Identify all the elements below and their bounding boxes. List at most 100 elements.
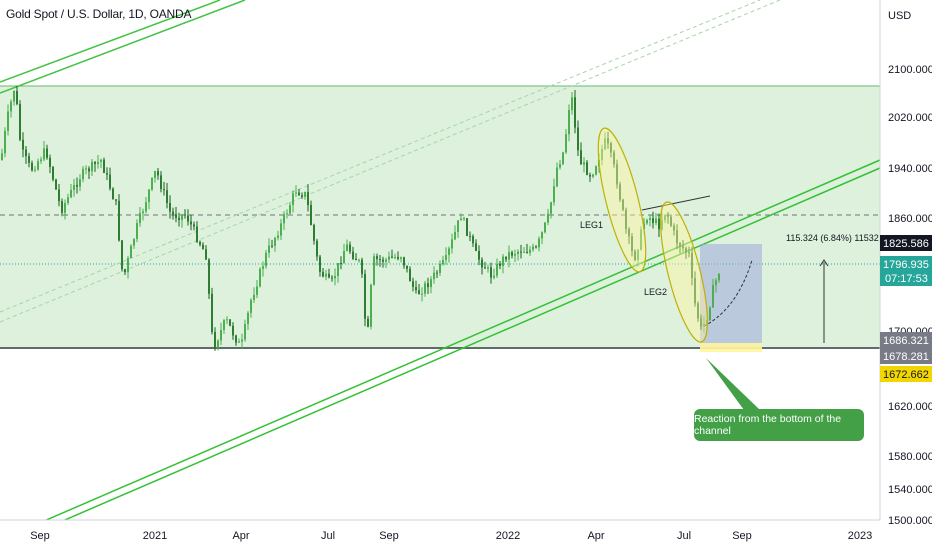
candle-body <box>352 251 354 259</box>
faint-channel-1 <box>0 0 761 313</box>
candle-body <box>169 202 171 212</box>
candle-body <box>469 235 471 237</box>
candle-body <box>73 184 75 190</box>
candle-body <box>655 218 657 224</box>
candle-body <box>715 280 717 286</box>
y-tick-label: 1620.000 <box>888 401 932 413</box>
candle-body <box>220 329 222 341</box>
candle-body <box>661 220 663 230</box>
candle-body <box>589 174 591 177</box>
candle-body <box>328 273 330 278</box>
candle-body <box>460 218 462 221</box>
candle-body <box>385 259 387 262</box>
candles <box>1 85 720 351</box>
svg-text:1686.321: 1686.321 <box>883 335 929 347</box>
candle-body <box>127 258 129 273</box>
candle-body <box>313 224 315 241</box>
candle-body <box>658 218 660 230</box>
candle-body <box>298 192 300 196</box>
candle-body <box>61 201 63 213</box>
upper-channel-line-2 <box>0 0 221 83</box>
candle-body <box>604 138 606 150</box>
candle-body <box>208 259 210 294</box>
candle-body <box>241 339 243 342</box>
candle-body <box>112 188 114 200</box>
candle-body <box>466 218 468 236</box>
candle-body <box>475 243 477 251</box>
candle-body <box>394 256 396 258</box>
candle-body <box>190 221 192 225</box>
candle-body <box>172 211 174 215</box>
x-ticks: Sep 2021 Apr Jul Sep 2022 Apr Jul Sep 2023 <box>30 530 872 542</box>
candle-body <box>340 263 342 265</box>
candle-body <box>274 237 276 246</box>
candle-body <box>418 290 420 295</box>
candle-body <box>625 209 627 229</box>
candle-body <box>493 275 495 278</box>
candle-body <box>511 252 513 256</box>
candle-body <box>577 127 579 151</box>
candle-body <box>133 238 135 246</box>
candle-body <box>16 90 18 105</box>
candle-body <box>289 205 291 214</box>
candle-body <box>562 152 564 165</box>
candle-body <box>451 239 453 249</box>
candle-body <box>103 159 105 173</box>
candle-body <box>7 111 9 131</box>
candle-body <box>256 286 258 295</box>
svg-text:1825.586: 1825.586 <box>883 238 929 250</box>
candle-body <box>586 162 588 175</box>
candle-body <box>211 293 213 333</box>
candle-body <box>640 229 642 250</box>
candle-body <box>484 267 486 269</box>
candle-body <box>196 226 198 242</box>
candle-body <box>82 168 84 180</box>
candle-body <box>187 215 189 222</box>
candle-body <box>376 256 378 260</box>
candle-body <box>523 251 525 253</box>
candle-body <box>619 184 621 200</box>
candle-body <box>556 167 558 187</box>
candle-body <box>631 236 633 252</box>
candle-body <box>31 162 33 171</box>
candle-body <box>502 256 504 266</box>
candle-body <box>616 164 618 185</box>
y-tick-label: 1500.000 <box>888 515 932 527</box>
x-tick-label: Jul <box>677 530 691 542</box>
y-tick-label: 1860.000 <box>888 213 932 225</box>
candle-body <box>136 223 138 239</box>
candle-body <box>421 293 423 295</box>
candle-body <box>22 139 24 150</box>
candle-body <box>160 175 162 190</box>
rising-line-2 <box>62 167 880 520</box>
y-unit: USD <box>888 10 911 22</box>
candle-body <box>130 245 132 259</box>
candle-body <box>238 341 240 343</box>
candle-body <box>124 269 126 273</box>
y-tick-label: 1580.000 <box>888 451 932 463</box>
measure-label: 115.324 (6.84%) 11532.4 <box>786 233 886 243</box>
candle-body <box>277 235 279 238</box>
candle-body <box>700 318 702 327</box>
candle-body <box>106 172 108 175</box>
candle-body <box>331 277 333 279</box>
candle-body <box>481 259 483 268</box>
candle-body <box>646 219 648 224</box>
candle-body <box>97 161 99 164</box>
price-tag: 1678.281 <box>880 348 932 364</box>
candle-body <box>283 214 285 224</box>
target-zone <box>700 343 762 352</box>
candle-body <box>151 177 153 190</box>
candle-body <box>667 214 669 217</box>
candle-body <box>37 161 39 170</box>
annotation-callout: Reaction from the bottom of the channel <box>694 409 864 441</box>
projection-curve <box>703 259 753 327</box>
candle-body <box>526 251 528 253</box>
candle-body <box>592 174 594 177</box>
candle-body <box>490 267 492 278</box>
candle-body <box>52 167 54 180</box>
candle-body <box>40 159 42 162</box>
candle-body <box>649 218 651 220</box>
candle-body <box>76 184 78 187</box>
